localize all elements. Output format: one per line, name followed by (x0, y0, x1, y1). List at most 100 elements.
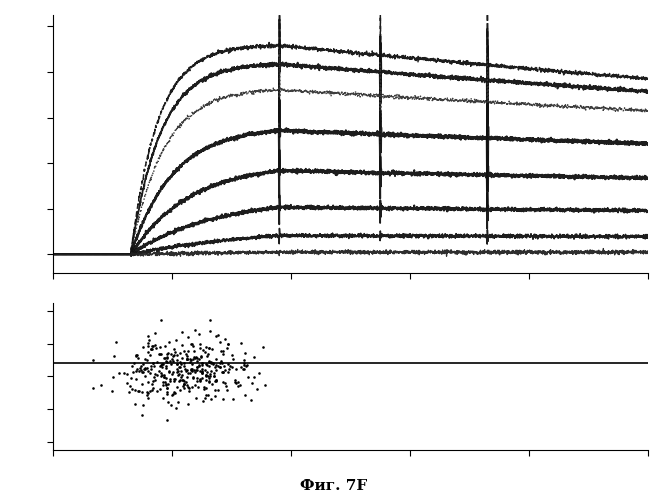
Point (186, 356, 196, 364)
Point (144, 388, 155, 396)
Point (138, 343, 149, 351)
Point (204, 326, 215, 334)
Point (169, 352, 180, 360)
Point (186, 360, 197, 368)
Point (142, 364, 152, 372)
Point (175, 350, 186, 358)
Point (197, 360, 208, 368)
Point (220, 382, 231, 390)
Point (210, 354, 221, 362)
Point (198, 346, 208, 354)
Point (187, 384, 198, 392)
Point (168, 388, 179, 396)
Point (202, 391, 213, 399)
Point (142, 388, 153, 396)
Point (143, 378, 154, 386)
Point (148, 342, 159, 349)
Point (130, 375, 141, 383)
Point (210, 332, 221, 340)
Point (217, 368, 228, 376)
Point (219, 366, 230, 374)
Point (205, 366, 216, 374)
Point (169, 376, 180, 384)
Point (160, 382, 171, 390)
Point (126, 374, 136, 382)
Point (194, 355, 204, 363)
Point (140, 365, 150, 373)
Point (178, 376, 188, 384)
Point (168, 390, 179, 398)
Point (154, 367, 164, 375)
Point (147, 346, 158, 354)
Point (205, 395, 216, 403)
Point (122, 370, 132, 378)
Point (194, 330, 204, 338)
Point (196, 368, 207, 376)
Point (197, 367, 208, 375)
Point (223, 368, 234, 376)
Point (200, 370, 211, 378)
Point (114, 370, 124, 378)
Point (238, 361, 249, 369)
Point (169, 345, 180, 353)
Point (158, 394, 168, 402)
Point (238, 365, 248, 373)
Point (204, 374, 214, 382)
Point (149, 362, 160, 370)
Point (184, 388, 194, 396)
Point (208, 370, 219, 378)
Point (192, 363, 202, 371)
Point (182, 400, 193, 408)
Point (185, 365, 196, 373)
Point (252, 386, 263, 394)
Point (174, 363, 185, 371)
Point (172, 360, 182, 368)
Point (156, 372, 166, 380)
Point (195, 344, 206, 351)
Point (162, 416, 173, 424)
Point (204, 378, 214, 386)
Point (228, 395, 238, 403)
Point (155, 362, 166, 370)
Point (230, 366, 241, 374)
Point (165, 376, 176, 384)
Point (180, 350, 191, 358)
Point (96, 380, 106, 388)
Point (182, 352, 192, 360)
Point (148, 359, 158, 367)
Point (152, 358, 162, 366)
Point (172, 356, 182, 364)
Point (198, 382, 209, 390)
Point (217, 368, 228, 376)
Point (224, 365, 234, 373)
Point (179, 380, 190, 388)
Point (206, 359, 216, 367)
Point (168, 368, 178, 376)
Point (157, 360, 168, 368)
Point (214, 362, 225, 370)
Point (144, 352, 155, 360)
Point (140, 372, 151, 380)
Point (88, 384, 98, 392)
Point (146, 362, 156, 370)
Point (211, 366, 222, 374)
Point (208, 359, 218, 367)
Point (148, 360, 159, 368)
Point (196, 353, 206, 361)
Point (253, 368, 264, 376)
Point (155, 385, 166, 393)
Point (130, 386, 141, 394)
Point (166, 355, 177, 363)
Point (189, 354, 200, 362)
Point (236, 363, 246, 371)
Point (128, 368, 138, 376)
Point (168, 352, 178, 360)
Point (124, 388, 135, 396)
Point (178, 382, 188, 390)
Point (188, 342, 198, 350)
Point (182, 355, 193, 363)
Point (176, 360, 186, 368)
Point (142, 356, 153, 364)
Point (175, 373, 186, 381)
Point (200, 372, 211, 380)
